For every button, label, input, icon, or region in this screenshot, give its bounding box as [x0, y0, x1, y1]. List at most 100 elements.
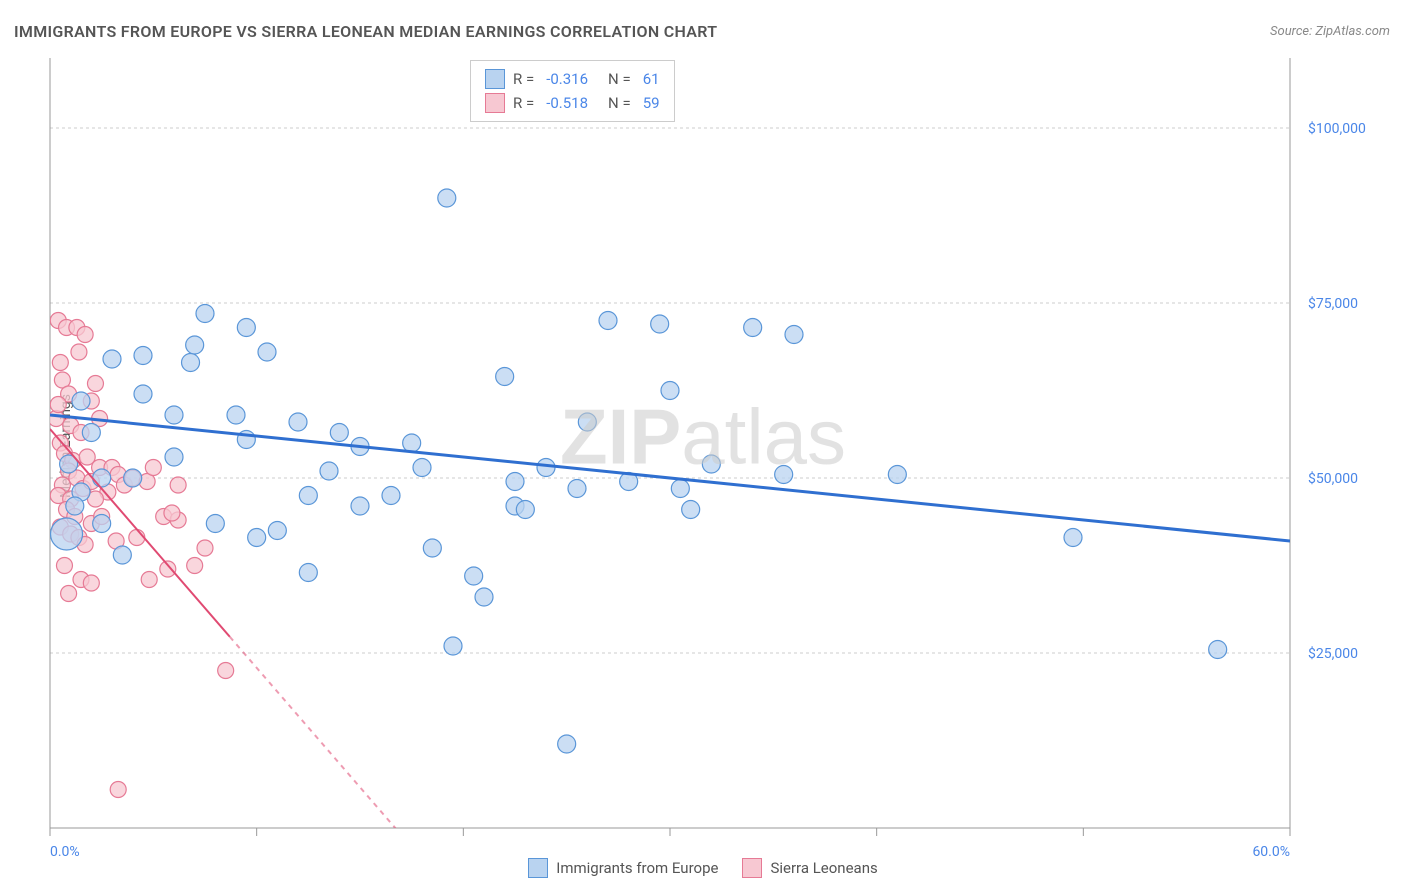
data-point [164, 505, 180, 521]
legend-series-item: Immigrants from Europe [528, 858, 718, 878]
data-point [444, 637, 462, 655]
data-point [568, 480, 586, 498]
data-point [785, 326, 803, 344]
data-point [702, 455, 720, 473]
data-point [182, 354, 200, 372]
legend-r-value: -0.518 [546, 91, 588, 115]
data-point [578, 413, 596, 431]
data-point [50, 397, 66, 413]
legend-swatch [528, 858, 548, 878]
data-point [160, 561, 176, 577]
data-point [71, 344, 87, 360]
legend-series-label: Immigrants from Europe [556, 859, 718, 877]
legend-series-item: Sierra Leoneans [742, 858, 877, 878]
data-point [110, 782, 126, 798]
data-point [320, 462, 338, 480]
data-point [506, 473, 524, 491]
legend-r-label: R = [513, 67, 534, 91]
data-point [52, 355, 68, 371]
data-point [382, 487, 400, 505]
data-point [744, 319, 762, 337]
legend-series: Immigrants from Europe Sierra Leoneans [0, 858, 1406, 878]
data-point [82, 424, 100, 442]
data-point [72, 392, 90, 410]
data-point [403, 434, 421, 452]
data-point [299, 487, 317, 505]
legend-n-label: N = [608, 91, 631, 115]
legend-r-label: R = [513, 91, 534, 115]
data-point [187, 558, 203, 574]
data-point [888, 466, 906, 484]
legend-n-value: 59 [643, 91, 660, 115]
data-point [218, 663, 234, 679]
data-point [66, 497, 84, 515]
data-point [93, 469, 111, 487]
data-point [775, 466, 793, 484]
legend-correlation: R = -0.316 N = 61 R = -0.518 N = 59 [470, 60, 675, 122]
chart-container: IMMIGRANTS FROM EUROPE VS SIERRA LEONEAN… [0, 0, 1406, 892]
data-point [258, 343, 276, 361]
data-point [141, 572, 157, 588]
data-point [1064, 529, 1082, 547]
data-point [134, 347, 152, 365]
data-point [330, 424, 348, 442]
data-point [51, 518, 83, 550]
data-point [206, 515, 224, 533]
data-point [165, 406, 183, 424]
data-point [237, 319, 255, 337]
legend-r-value: -0.316 [546, 67, 588, 91]
data-point [227, 406, 245, 424]
data-point [651, 315, 669, 333]
data-point [134, 385, 152, 403]
data-point [93, 515, 111, 533]
data-point [289, 413, 307, 431]
data-point [186, 336, 204, 354]
data-point [129, 530, 145, 546]
y-tick-label: $100,000 [1308, 120, 1366, 137]
y-tick-label: $50,000 [1308, 470, 1358, 487]
data-point [145, 460, 161, 476]
y-tick-label: $25,000 [1308, 645, 1358, 662]
data-point [83, 575, 99, 591]
chart-svg: $25,000$50,000$75,000$100,000 0.0%60.0% [0, 0, 1406, 892]
data-point [299, 564, 317, 582]
legend-n-value: 61 [643, 67, 660, 91]
data-point [423, 539, 441, 557]
data-point [77, 327, 93, 343]
data-point [438, 189, 456, 207]
data-point [56, 558, 72, 574]
data-point [465, 567, 483, 585]
y-tick-label: $75,000 [1308, 295, 1358, 312]
data-point [516, 501, 534, 519]
legend-series-label: Sierra Leoneans [770, 859, 877, 877]
data-point [475, 588, 493, 606]
data-point [599, 312, 617, 330]
data-point [661, 382, 679, 400]
data-point [113, 546, 131, 564]
data-point [103, 350, 121, 368]
data-point [413, 459, 431, 477]
data-point [496, 368, 514, 386]
data-point [248, 529, 266, 547]
data-point [61, 586, 77, 602]
data-point [48, 411, 64, 427]
data-point [196, 305, 214, 323]
legend-correlation-row: R = -0.518 N = 59 [485, 91, 660, 115]
legend-swatch [742, 858, 762, 878]
data-point [268, 522, 286, 540]
legend-swatch [485, 69, 505, 89]
data-point [671, 480, 689, 498]
data-point [351, 497, 369, 515]
data-point [558, 735, 576, 753]
data-point [87, 376, 103, 392]
data-point [682, 501, 700, 519]
legend-swatch [485, 93, 505, 113]
data-point [165, 448, 183, 466]
data-point [170, 477, 186, 493]
legend-n-label: N = [608, 67, 631, 91]
data-point [124, 469, 142, 487]
trend-line-dashed [230, 637, 402, 835]
data-point [197, 540, 213, 556]
legend-correlation-row: R = -0.316 N = 61 [485, 67, 660, 91]
data-point [1209, 641, 1227, 659]
